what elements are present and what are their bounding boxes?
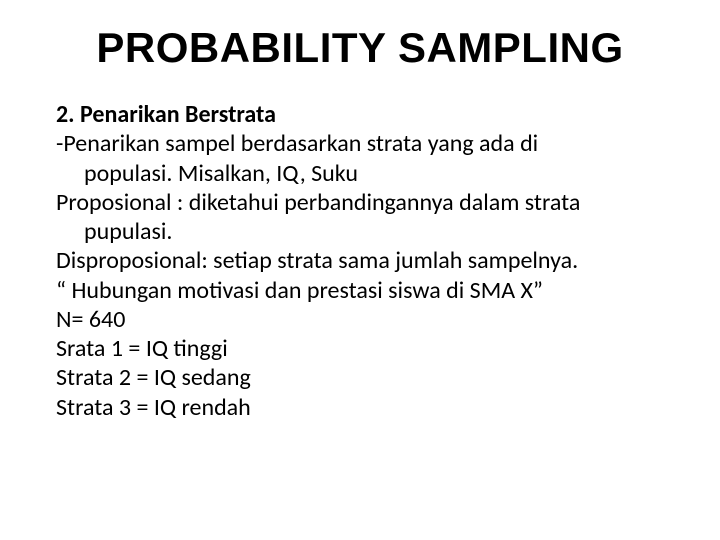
subheading: 2. Penarikan Berstrata [56, 100, 664, 129]
body-line: N= 640 [56, 305, 664, 334]
slide: PROBABILITY SAMPLING 2. Penarikan Berstr… [0, 0, 720, 540]
body-line-indent: pupulasi. [56, 217, 664, 246]
slide-body: 2. Penarikan Berstrata -Penarikan sampel… [56, 100, 664, 422]
body-line: Disproposional: setiap strata sama jumla… [56, 246, 664, 275]
body-line: -Penarikan sampel berdasarkan strata yan… [56, 129, 664, 158]
body-line: Srata 1 = IQ tinggi [56, 334, 664, 363]
body-line: Strata 2 = IQ sedang [56, 363, 664, 392]
body-line: “ Hubungan motivasi dan prestasi siswa d… [56, 276, 664, 305]
body-line-indent: populasi. Misalkan, IQ, Suku [56, 159, 664, 188]
slide-title: PROBABILITY SAMPLING [56, 24, 664, 72]
body-line: Proposional : diketahui perbandingannya … [56, 188, 664, 217]
body-line: Strata 3 = IQ rendah [56, 393, 664, 422]
